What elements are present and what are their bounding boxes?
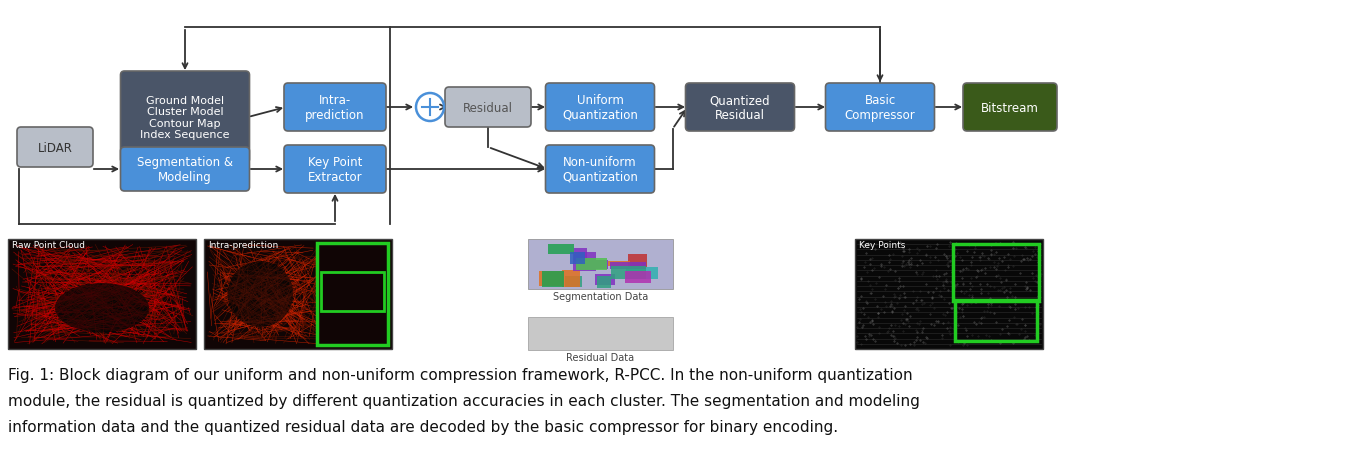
Bar	[595, 275, 615, 285]
Bar	[528, 317, 673, 350]
Ellipse shape	[55, 283, 149, 333]
Text: Residual: Residual	[463, 101, 513, 114]
Text: Segmentation Data: Segmentation Data	[553, 291, 649, 301]
Text: Key Point
Extractor: Key Point Extractor	[308, 156, 362, 184]
Bar	[953, 244, 1039, 301]
FancyBboxPatch shape	[121, 72, 249, 163]
Bar	[576, 259, 607, 270]
Text: Fig. 1: Block diagram of our uniform and non-uniform compression framework, R-PC: Fig. 1: Block diagram of our uniform and…	[8, 367, 913, 382]
Text: Non-uniform
Quantization: Non-uniform Quantization	[563, 156, 638, 184]
Bar	[626, 268, 658, 280]
Bar	[573, 252, 596, 271]
Text: Ground Model
Cluster Model
Contour Map
Index Sequence: Ground Model Cluster Model Contour Map I…	[140, 95, 230, 140]
Bar	[855, 239, 1043, 349]
Text: Quantized
Residual: Quantized Residual	[709, 94, 770, 122]
FancyBboxPatch shape	[121, 148, 249, 192]
FancyBboxPatch shape	[17, 128, 93, 168]
Bar	[565, 276, 581, 288]
Bar	[528, 239, 673, 289]
Text: Basic
Compressor: Basic Compressor	[845, 94, 915, 122]
FancyBboxPatch shape	[962, 84, 1057, 131]
Ellipse shape	[227, 262, 293, 327]
FancyBboxPatch shape	[446, 88, 532, 128]
FancyBboxPatch shape	[545, 84, 654, 131]
FancyBboxPatch shape	[825, 84, 934, 131]
Text: Segmentation &
Modeling: Segmentation & Modeling	[137, 156, 233, 184]
Text: Intra-prediction: Intra-prediction	[209, 240, 279, 250]
Text: Uniform
Quantization: Uniform Quantization	[563, 94, 638, 122]
Text: LiDAR: LiDAR	[38, 141, 73, 154]
Bar	[569, 253, 586, 264]
Bar	[205, 239, 392, 349]
FancyBboxPatch shape	[284, 84, 386, 131]
Text: Key Points: Key Points	[859, 240, 906, 250]
FancyBboxPatch shape	[685, 84, 794, 131]
Bar	[541, 272, 564, 287]
Bar	[316, 244, 388, 345]
Text: Raw Point Cloud: Raw Point Cloud	[12, 240, 85, 250]
Text: Residual Data: Residual Data	[567, 352, 634, 362]
Bar	[320, 272, 384, 311]
Text: Bitstream: Bitstream	[981, 101, 1039, 114]
Bar	[610, 263, 646, 270]
Text: information data and the quantized residual data are decoded by the basic compre: information data and the quantized resid…	[8, 419, 839, 434]
Bar	[548, 244, 573, 254]
Bar	[563, 270, 580, 288]
Bar	[611, 267, 646, 280]
FancyBboxPatch shape	[284, 146, 386, 194]
Bar	[626, 272, 651, 283]
Bar	[573, 249, 587, 261]
Bar	[540, 271, 563, 287]
Bar	[627, 255, 646, 267]
Bar	[954, 300, 1038, 342]
FancyBboxPatch shape	[545, 146, 654, 194]
Text: Intra-
prediction: Intra- prediction	[306, 94, 365, 122]
Bar	[596, 261, 608, 269]
Bar	[598, 276, 611, 289]
Bar	[608, 261, 630, 266]
Bar	[8, 239, 197, 349]
Text: module, the residual is quantized by different quantization accuracies in each c: module, the residual is quantized by dif…	[8, 393, 919, 408]
